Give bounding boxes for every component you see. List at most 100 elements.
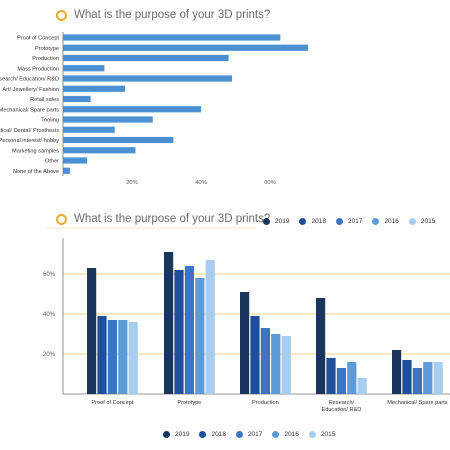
bar-mechanical-spare-parts-2018 xyxy=(402,360,412,394)
hbar-proof-of-concept xyxy=(63,34,281,41)
legend-label-2016: 2016 xyxy=(284,431,299,438)
legend-label-2019: 2019 xyxy=(175,431,190,438)
xtick-proof-of-concept: Proof of Concept xyxy=(91,400,133,406)
xtick-prototype: Prototype xyxy=(177,400,201,406)
bar-mechanical-spare-parts-2017 xyxy=(412,368,422,394)
hbar-none-of-the-above xyxy=(63,167,70,174)
xtick-mechanical-spare-parts: Mechanical/ Spare parts xyxy=(387,400,448,406)
hbar-label-retail-sales: Retail sales xyxy=(30,97,59,103)
legend-label-2017: 2017 xyxy=(247,431,263,438)
bar-prototype-2015 xyxy=(205,260,215,394)
hbar-label-proof-of-concept: Proof of Concept xyxy=(17,36,59,42)
bar-research-education-r-d-2016 xyxy=(347,362,357,394)
grouped-bar-chart-title-row: What is the purpose of your 3D prints? xyxy=(56,213,270,225)
bar-proof-of-concept-2017 xyxy=(107,320,117,394)
legend-swatch-2018 xyxy=(299,218,307,225)
bar-mechanical-spare-parts-2019 xyxy=(392,350,402,394)
xtick-production: Production xyxy=(252,400,279,406)
bar-proof-of-concept-2019 xyxy=(87,268,97,394)
hbar-label-mechanical-spare-parts: Mechanical/ Spare parts xyxy=(0,107,59,113)
bar-proof-of-concept-2015 xyxy=(128,322,138,394)
hbar-prototype xyxy=(63,44,308,51)
bar-proof-of-concept-2018 xyxy=(97,316,107,394)
hbar-tooling xyxy=(63,116,153,123)
legend-swatch-2016 xyxy=(272,431,280,438)
hbar-xtick-60: 60% xyxy=(264,180,276,186)
legend-label-2018: 2018 xyxy=(311,218,326,225)
legend-item-2015: 2015 xyxy=(408,218,436,225)
bar-prototype-2017 xyxy=(184,266,194,394)
legend-label-2019: 2019 xyxy=(275,218,290,225)
legend-swatch-2019 xyxy=(163,431,170,438)
legend-label-2018: 2018 xyxy=(211,431,226,438)
ytick-40: 40% xyxy=(43,312,56,318)
bar-proof-of-concept-2016 xyxy=(118,320,128,394)
bar-production-2019 xyxy=(240,292,250,394)
bar-research-education-r-d-2017 xyxy=(336,368,346,394)
hbar-personal-interest-hobby xyxy=(63,136,174,144)
legend-label-2015: 2015 xyxy=(420,218,436,225)
hbar-production xyxy=(63,54,229,62)
hbar-label-other: Other xyxy=(45,159,59,165)
bar-prototype-2019 xyxy=(164,252,174,394)
legend-item-2017: 2017 xyxy=(335,218,363,225)
legend-swatch-2017 xyxy=(335,218,343,225)
hbar-label-tooling: Tooling xyxy=(41,118,59,124)
hbar-art-jewellery-fashion xyxy=(63,85,126,92)
hbar-label-prototype: Prototype xyxy=(35,46,59,52)
hbar-medical-dental-prosthesis xyxy=(63,126,115,133)
hbar-label-art-jewellery-fashion: Art/ Jewellery/ Fashion xyxy=(2,87,59,93)
bar-production-2016 xyxy=(271,334,281,394)
legend-swatch-2015 xyxy=(308,431,316,438)
legend-swatch-2017 xyxy=(235,431,243,438)
bar-prototype-2016 xyxy=(195,278,205,394)
legend-swatch-2019 xyxy=(263,218,270,225)
legend-swatch-2018 xyxy=(199,431,207,438)
legend-item-2016: 2016 xyxy=(372,218,399,225)
legend-swatch-2015 xyxy=(408,218,416,225)
legend-item-2018: 2018 xyxy=(199,431,226,438)
bar-mechanical-spare-parts-2016 xyxy=(423,362,433,394)
hbar-mechanical-spare-parts xyxy=(63,106,201,113)
legend-item-2015: 2015 xyxy=(308,431,336,438)
legend-label-2017: 2017 xyxy=(347,218,363,225)
bar-research-education-r-d-2015 xyxy=(357,378,367,394)
legend-label-2015: 2015 xyxy=(320,431,336,438)
hbar-retail-sales xyxy=(63,95,91,103)
ytick-20: 20% xyxy=(43,352,56,358)
hbar-label-medical-dental-prosthesis: Medical/ Dental/ Prosthesis xyxy=(0,128,59,134)
xtick-research-education-r-d-line1: Education/ R&D xyxy=(321,407,361,413)
legend-item-2016: 2016 xyxy=(272,431,299,438)
bar-production-2017 xyxy=(260,328,270,394)
circle-ring-icon xyxy=(56,213,67,225)
legend-bottom: 2019 2018 2017 2016 2015 xyxy=(163,431,335,438)
hbar-chart-title-row: What is the purpose of your 3D prints? xyxy=(56,9,270,21)
bar-prototype-2018 xyxy=(174,270,184,394)
hbar-marketing-samples xyxy=(63,147,136,154)
grouped-bar-chart-title: What is the purpose of your 3D prints? xyxy=(74,213,271,225)
bar-research-education-r-d-2019 xyxy=(316,298,326,394)
legend-item-2017: 2017 xyxy=(235,431,263,438)
legend-swatch-2016 xyxy=(372,218,380,225)
hbar-other xyxy=(63,157,88,164)
bar-mechanical-spare-parts-2015 xyxy=(433,362,443,394)
circle-ring-icon xyxy=(56,9,67,21)
hbar-label-production: Production xyxy=(32,56,59,62)
ytick-60: 60% xyxy=(43,272,56,278)
hbar-research-education-r-d xyxy=(63,75,233,82)
hbar-xtick-40: 40% xyxy=(195,180,207,186)
hbar-label-none-of-the-above: None of the Above xyxy=(13,169,59,175)
hbar-chart-title: What is the purpose of your 3D prints? xyxy=(74,9,271,21)
bar-production-2015 xyxy=(281,336,291,394)
hbar-chart-svg: Proof of Concept Prototype Production Mass … xyxy=(0,32,308,186)
legend-label-2016: 2016 xyxy=(384,218,399,225)
hbar-label-mass-production: Mass Production xyxy=(17,66,59,72)
legend-item-2019: 2019 xyxy=(163,431,189,438)
legend-item-2018: 2018 xyxy=(299,218,326,225)
legend-top: 2019 2018 2017 2016 2015 xyxy=(263,218,435,225)
grouped-bar-chart-panel xyxy=(0,207,450,450)
hbar-label-marketing-samples: Marketing samples xyxy=(12,148,59,154)
bar-research-education-r-d-2018 xyxy=(326,358,336,394)
hbar-label-research-education-r-d: Research/ Education/ R&D xyxy=(0,77,59,83)
hbar-label-personal-interest-hobby: Personal interest/ hobby xyxy=(0,138,59,144)
